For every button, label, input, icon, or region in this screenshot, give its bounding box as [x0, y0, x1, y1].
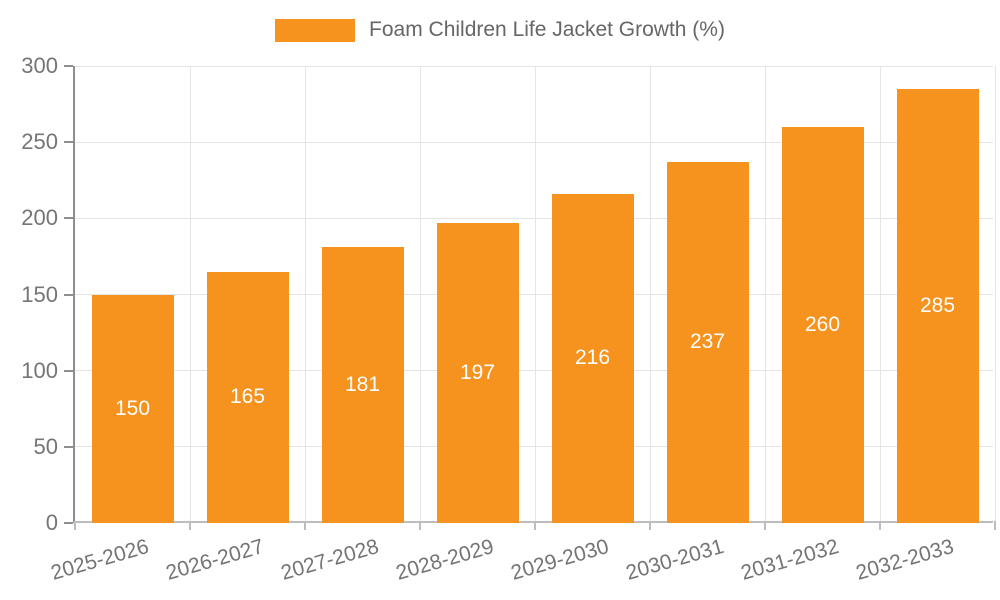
bar[interactable]: 150 — [91, 294, 174, 523]
y-axis-tick-label: 300 — [21, 53, 58, 78]
legend-item[interactable]: Foam Children Life Jacket Growth (%) — [275, 18, 725, 42]
x-axis-tick — [74, 521, 76, 530]
bar[interactable]: 260 — [781, 126, 864, 523]
x-axis-tick — [304, 521, 306, 530]
x-axis-tick — [764, 521, 766, 530]
bar-value-label: 216 — [574, 346, 611, 370]
legend-swatch-icon — [275, 18, 356, 42]
bar[interactable]: 216 — [551, 193, 634, 523]
bar[interactable]: 181 — [321, 247, 404, 523]
vertical-gridline — [649, 66, 651, 521]
legend-label: Foam Children Life Jacket Growth (%) — [369, 18, 725, 41]
x-axis-tick-label: 2031-2032 — [737, 535, 841, 585]
bar[interactable]: 285 — [896, 88, 979, 523]
horizontal-gridline — [75, 294, 993, 295]
y-axis-tick-label: 50 — [33, 433, 58, 459]
y-axis-tick — [64, 217, 73, 220]
y-axis-tick-label: 200 — [21, 205, 58, 231]
horizontal-gridline — [75, 217, 993, 219]
y-axis-tick — [64, 445, 73, 448]
bar[interactable]: 237 — [666, 161, 749, 523]
x-axis-tick-label: 2027-2028 — [277, 535, 381, 585]
x-axis-tick-label: 2030-2031 — [622, 535, 726, 585]
x-axis-tick-label: 2026-2027 — [162, 535, 266, 585]
y-axis-tick-label: 250 — [21, 129, 58, 155]
bar-value-label: 285 — [919, 293, 956, 317]
vertical-gridline — [764, 66, 766, 521]
vertical-gridline — [189, 66, 191, 521]
y-axis-tick-label: 100 — [21, 357, 58, 383]
y-axis-tick — [64, 293, 73, 296]
bar-value-label: 150 — [114, 396, 151, 420]
horizontal-gridline — [75, 65, 993, 67]
bar-value-label: 260 — [804, 312, 841, 336]
vertical-gridline — [879, 66, 881, 521]
x-axis-tick — [419, 521, 421, 530]
y-axis-tick-label: 0 — [45, 510, 58, 535]
bar-value-label: 181 — [344, 373, 381, 397]
plot-area: 0 50 100 150 200 250 300 150 2025-2026 165 2026-20… — [21, 54, 996, 585]
vertical-gridline — [534, 66, 536, 521]
x-axis-tick — [649, 521, 651, 530]
y-axis-tick — [64, 65, 73, 67]
vertical-gridline — [304, 66, 306, 521]
bar-value-label: 197 — [459, 360, 496, 384]
x-axis-tick-label: 2032-2033 — [852, 535, 956, 585]
x-axis-tick — [534, 521, 536, 530]
bar-value-label: 237 — [689, 330, 726, 354]
x-axis-tick — [189, 521, 191, 530]
bar-value-label: 165 — [229, 385, 266, 409]
vertical-gridline — [419, 66, 421, 521]
vertical-gridline — [994, 66, 996, 521]
x-axis-tick-label: 2028-2029 — [392, 535, 496, 585]
x-axis-tick-label: 2025-2026 — [47, 535, 151, 585]
horizontal-gridline — [75, 446, 993, 448]
x-axis-tick-label: 2029-2030 — [507, 535, 611, 585]
y-axis-tick — [64, 522, 73, 524]
bar[interactable]: 165 — [206, 271, 289, 523]
y-axis-tick — [64, 369, 73, 372]
y-axis-tick-label: 150 — [21, 281, 58, 307]
bar[interactable]: 197 — [436, 222, 519, 523]
horizontal-gridline — [75, 370, 993, 372]
y-axis-tick — [64, 141, 73, 144]
legend: Foam Children Life Jacket Growth (%) — [0, 18, 1000, 42]
horizontal-gridline — [75, 141, 993, 143]
x-axis-tick — [994, 521, 996, 530]
x-axis-tick — [879, 521, 881, 530]
